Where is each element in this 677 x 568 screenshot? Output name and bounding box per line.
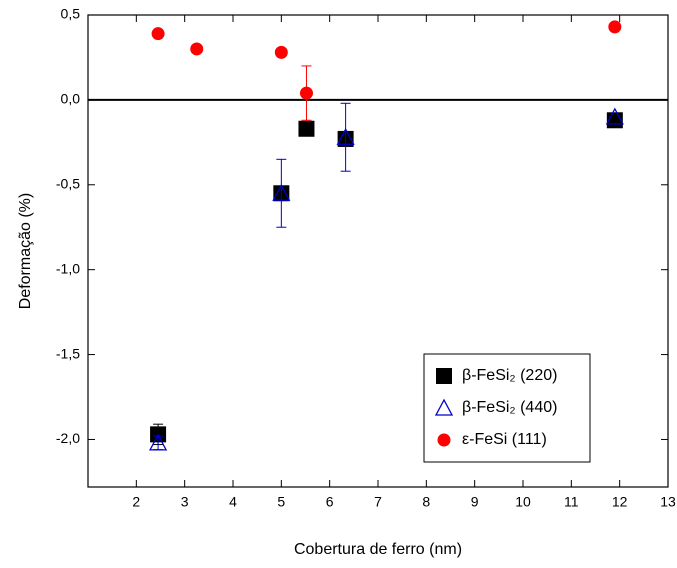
legend-label: β-FeSi₂ (220): [462, 367, 557, 384]
y-tick-label: -2,0: [56, 430, 80, 446]
x-tick-label: 6: [326, 494, 334, 510]
legend-label: ε-FeSi (111): [462, 431, 547, 448]
circle-marker: [608, 20, 622, 34]
circle-marker: [274, 45, 288, 59]
triangle-marker: [605, 107, 624, 125]
y-axis-label: Deformação (%): [17, 193, 34, 309]
x-tick-label: 8: [422, 494, 430, 510]
x-tick-label: 2: [132, 494, 140, 510]
x-tick-label: 9: [471, 494, 479, 510]
x-tick-label: 12: [612, 494, 628, 510]
circle-marker: [151, 27, 165, 41]
x-axis-label: Cobertura de ferro (nm): [294, 541, 462, 558]
x-tick-label: 10: [515, 494, 531, 510]
circle-marker: [190, 42, 204, 56]
triangle-marker: [336, 127, 355, 145]
y-tick-label: 0,5: [61, 6, 81, 22]
square-marker: [298, 120, 315, 137]
legend-label: β-FeSi₂ (440): [462, 399, 557, 416]
triangle-marker: [148, 433, 168, 451]
triangle-marker: [272, 183, 291, 201]
legend-marker: [434, 398, 454, 416]
y-tick-label: -0,5: [56, 175, 80, 191]
y-tick-label: -1,5: [56, 345, 80, 361]
circle-marker: [299, 86, 313, 100]
x-tick-label: 13: [660, 494, 676, 510]
x-tick-label: 4: [229, 494, 237, 510]
x-tick-label: 11: [564, 494, 579, 510]
y-tick-label: -1,0: [56, 260, 80, 276]
legend-marker: [437, 433, 451, 447]
legend-marker: [436, 368, 452, 384]
x-tick-label: 7: [374, 494, 382, 510]
x-tick-label: 3: [181, 494, 189, 510]
x-tick-label: 5: [277, 494, 285, 510]
y-tick-label: 0,0: [61, 91, 81, 107]
